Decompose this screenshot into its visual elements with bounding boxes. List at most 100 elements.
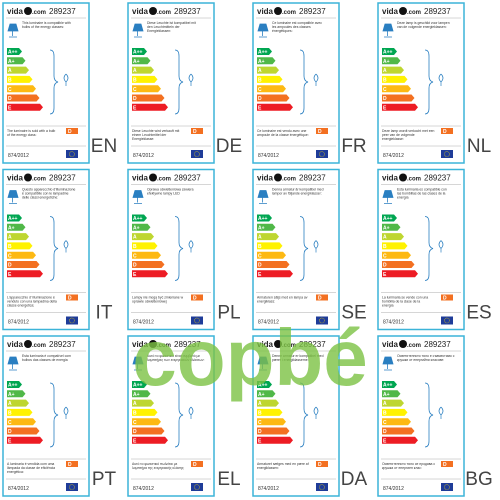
energy-bar (257, 75, 283, 83)
energy-label: vida .com 289237 Questo apparecchio d'illum… (2, 168, 113, 331)
energy-class: D (383, 263, 387, 269)
energy-class: A (258, 235, 262, 241)
energy-class: E (383, 438, 387, 444)
energy-class: B (8, 78, 12, 84)
energy-bar (132, 408, 158, 416)
brace (174, 49, 184, 115)
brand-logo (149, 173, 157, 182)
eu-flag (191, 483, 203, 491)
energy-class: A+ (8, 59, 15, 65)
brand-suffix: .com (32, 343, 46, 349)
brand-name: vida (7, 7, 24, 16)
language-code: EL (217, 469, 240, 490)
energy-bar (7, 94, 40, 102)
sold-class: D (193, 129, 197, 135)
bulb-icon (63, 240, 69, 253)
energy-class: E (8, 272, 12, 278)
energy-bar (382, 57, 401, 65)
energy-class: E (258, 105, 262, 111)
lamp-icon (132, 23, 144, 38)
brand-name: vida (257, 174, 274, 183)
top-text: Esta luminaria é compatível com bulbos da… (22, 354, 71, 362)
brand-logo (149, 7, 157, 15)
brand-suffix: .com (157, 177, 171, 183)
energy-class: E (133, 105, 137, 111)
energy-bar (382, 242, 408, 250)
energy-class: A++ (133, 216, 143, 222)
sold-class-tag (191, 294, 203, 301)
energy-class: A+ (8, 225, 15, 231)
energy-bar (257, 214, 272, 222)
sold-class: D (193, 462, 197, 468)
energy-class: D (8, 263, 12, 269)
language-code: FR (341, 136, 366, 157)
energy-class: A (8, 68, 12, 74)
energy-bar (382, 399, 404, 407)
bulb-icon (313, 240, 319, 253)
product-code: 289237 (424, 174, 451, 183)
brand-logo (149, 340, 157, 348)
brand-logo (274, 173, 282, 182)
energy-bar (257, 233, 279, 241)
energy-class: C (133, 253, 137, 259)
energy-label: vida .com 289237 Осветителното тяло е съвме… (377, 335, 493, 497)
brace (299, 49, 309, 115)
energy-bar (382, 251, 411, 259)
brace (174, 216, 184, 281)
energy-class: E (8, 438, 12, 444)
eu-stars (194, 484, 200, 490)
energy-bar (7, 390, 26, 398)
sold-class: D (68, 462, 72, 468)
lamp-icon (382, 190, 394, 204)
energy-class: B (8, 244, 12, 250)
top-text: Oprawa oświetleniowa zawiera efektywne la… (147, 188, 194, 196)
sold-class: D (443, 129, 447, 135)
bottom-text: Armaturet sælges med en pære af energikla… (257, 462, 309, 470)
energy-bar (257, 381, 272, 388)
product-code: 289237 (299, 7, 326, 16)
energy-class: D (8, 96, 12, 102)
energy-bar (7, 85, 36, 93)
energy-class: E (383, 105, 387, 111)
brand-logo (24, 173, 32, 182)
lamp-icon (257, 23, 269, 38)
energy-bar (382, 436, 418, 444)
energy-bar (7, 381, 22, 388)
energy-class: D (383, 96, 387, 102)
energy-bar (7, 418, 36, 426)
energy-bar (132, 390, 151, 398)
brace (424, 216, 434, 281)
energy-class: A++ (8, 383, 18, 389)
energy-class: A (133, 235, 137, 241)
energy-class: D (258, 96, 262, 102)
energy-class: B (258, 411, 262, 417)
energy-bar (132, 427, 165, 435)
energy-class: A+ (8, 392, 15, 398)
energy-bar (132, 57, 151, 65)
energy-class: A+ (258, 59, 265, 65)
energy-class: A++ (258, 383, 268, 389)
energy-bar (132, 94, 165, 102)
energy-bar (257, 242, 283, 250)
regulation: 874/2012 (8, 486, 29, 492)
energy-bar (132, 66, 154, 74)
energy-bar (257, 57, 276, 65)
energy-class: A (258, 401, 262, 407)
eu-stars (319, 317, 325, 324)
bulb-icon (313, 406, 319, 419)
product-code: 289237 (174, 340, 201, 349)
language-code: DA (341, 469, 368, 490)
energy-bar (7, 57, 26, 65)
language-code: PL (217, 303, 240, 324)
eu-flag (316, 483, 328, 491)
energy-class: C (133, 420, 137, 426)
regulation: 874/2012 (258, 153, 279, 159)
energy-class: A+ (383, 392, 390, 398)
energy-class: A (8, 401, 12, 407)
bulb-icon (438, 406, 444, 419)
energy-class: C (383, 87, 387, 93)
brand-logo (24, 340, 32, 348)
energy-bar (382, 427, 415, 435)
eu-flag (316, 150, 328, 158)
top-text: This luminaire is compatible with bulbs o… (22, 21, 71, 29)
